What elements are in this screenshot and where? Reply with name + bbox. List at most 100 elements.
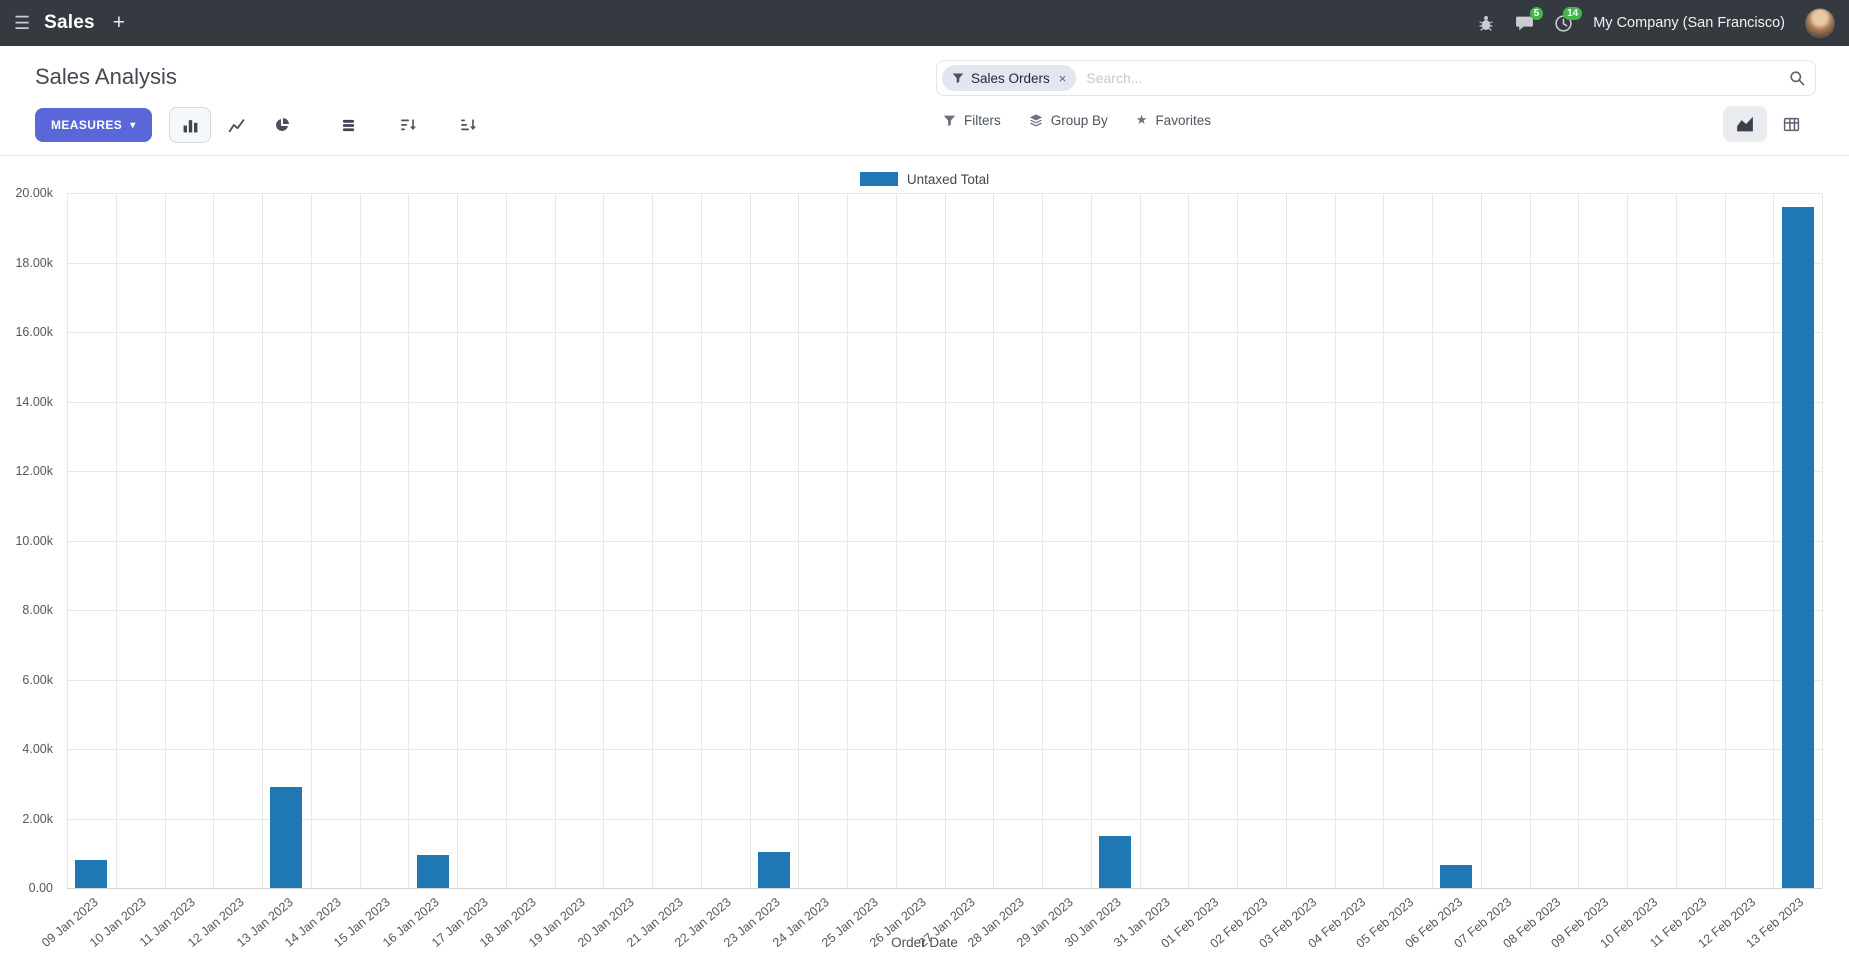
caret-down-icon: ▾ — [130, 119, 136, 131]
y-tick-label: 4.00k — [22, 742, 53, 756]
h-gridline — [67, 679, 1822, 681]
group-by-button[interactable]: Group By — [1029, 113, 1108, 128]
search-options: Filters Group By ★ Favorites — [943, 112, 1211, 128]
y-tick-label: 12.00k — [15, 464, 53, 478]
v-gridline — [1627, 194, 1628, 889]
bar[interactable] — [416, 855, 449, 888]
v-gridline — [213, 194, 214, 889]
debug-bug-icon[interactable] — [1477, 14, 1495, 32]
filters-label: Filters — [964, 112, 1001, 128]
v-gridline — [1578, 194, 1579, 889]
v-gridline — [408, 194, 409, 889]
bar[interactable] — [75, 860, 108, 888]
pie-chart-button[interactable] — [261, 107, 303, 143]
v-gridline — [1530, 194, 1531, 889]
bar[interactable] — [757, 851, 790, 888]
filters-funnel-icon — [943, 115, 956, 126]
v-gridline — [1773, 194, 1774, 889]
messages-icon[interactable]: 5 — [1515, 6, 1544, 33]
v-gridline — [311, 194, 312, 889]
y-tick-label: 2.00k — [22, 811, 53, 826]
y-tick-label: 18.00k — [15, 255, 53, 270]
search-input[interactable] — [1086, 70, 1789, 86]
sort-descending-icon — [401, 119, 416, 131]
h-gridline — [67, 471, 1822, 472]
v-gridline — [1383, 194, 1384, 889]
sort-descending-button[interactable] — [387, 107, 429, 143]
bar[interactable] — [1440, 865, 1473, 888]
v-gridline — [457, 194, 458, 889]
sort-ascending-button[interactable] — [447, 107, 489, 143]
graph-view-button[interactable] — [1723, 106, 1767, 142]
control-panel: Sales Analysis Sales Orders × MEASURES ▾ — [0, 46, 1849, 156]
v-gridline — [1286, 194, 1287, 889]
view-switcher — [1723, 106, 1813, 142]
activities-badge: 14 — [1563, 6, 1583, 20]
search-facet[interactable]: Sales Orders × — [942, 65, 1077, 91]
measures-button[interactable]: MEASURES ▾ — [35, 108, 152, 142]
bar[interactable] — [1781, 206, 1814, 888]
avatar[interactable] — [1805, 8, 1835, 38]
h-gridline — [67, 332, 1822, 333]
search-icon[interactable] — [1789, 70, 1805, 86]
top-navbar: ☰ Sales + 5 14 My Company (San Francisco… — [0, 0, 1849, 46]
app-name[interactable]: Sales — [44, 12, 95, 33]
y-tick-label: 0.00 — [28, 881, 53, 895]
v-gridline — [67, 194, 68, 889]
filters-button[interactable]: Filters — [943, 113, 1001, 128]
v-gridline — [1335, 194, 1336, 889]
bar-chart-button[interactable] — [169, 107, 211, 143]
favorites-label: Favorites — [1155, 112, 1211, 128]
v-gridline — [1237, 194, 1238, 889]
y-tick-label: 10.00k — [15, 533, 53, 548]
x-axis-title: Order Date — [891, 935, 958, 950]
measures-label: MEASURES — [51, 118, 123, 132]
bar[interactable] — [1099, 835, 1132, 888]
area-chart-icon — [1737, 116, 1753, 132]
v-gridline — [1432, 194, 1433, 889]
plot-area — [67, 193, 1823, 889]
page-title: Sales Analysis — [35, 64, 177, 89]
group-by-label: Group By — [1050, 112, 1108, 128]
legend[interactable]: Untaxed Total — [0, 156, 1849, 190]
filter-funnel-icon — [952, 73, 964, 84]
v-gridline — [116, 194, 117, 889]
v-gridline — [993, 194, 994, 889]
company-switcher[interactable]: My Company (San Francisco) — [1593, 15, 1785, 31]
v-gridline — [1725, 194, 1726, 889]
v-gridline — [896, 194, 897, 889]
v-gridline — [506, 194, 507, 889]
favorites-button[interactable]: ★ Favorites — [1136, 112, 1211, 128]
line-chart-icon — [228, 118, 244, 132]
apps-menu-icon[interactable]: ☰ — [14, 12, 31, 33]
chart-type-toolbar — [169, 107, 489, 143]
h-gridline — [67, 888, 1822, 889]
activities-clock-icon[interactable]: 14 — [1554, 6, 1583, 33]
layers-icon — [1029, 114, 1042, 127]
plus-icon[interactable]: + — [112, 11, 126, 34]
bar-chart-icon — [183, 119, 197, 132]
v-gridline — [652, 194, 653, 889]
facet-remove-icon[interactable]: × — [1058, 70, 1067, 86]
v-gridline — [555, 194, 556, 889]
line-chart-button[interactable] — [215, 107, 257, 143]
stacked-icon — [342, 119, 354, 131]
v-gridline — [945, 194, 946, 889]
v-gridline — [1676, 194, 1677, 889]
legend-swatch — [859, 172, 898, 186]
h-gridline — [67, 262, 1822, 264]
pivot-view-button[interactable] — [1769, 106, 1813, 142]
h-gridline — [67, 818, 1822, 820]
y-tick-label: 16.00k — [15, 325, 53, 339]
v-gridline — [1140, 194, 1141, 889]
stacked-toggle-button[interactable] — [327, 107, 369, 143]
chart: Untaxed Total 0.00 2.00k 4.00k 6.00k 8.00k 10… — [0, 156, 1849, 958]
v-gridline — [1481, 194, 1482, 889]
y-axis-labels: 0.00 2.00k 4.00k 6.00k 8.00k 10.00k 12.00k 14.0… — [3, 186, 61, 895]
bar[interactable] — [270, 787, 303, 888]
y-tick-label: 20.00k — [15, 186, 53, 200]
v-gridline — [360, 194, 361, 889]
v-gridline — [847, 194, 848, 889]
v-gridline — [1822, 194, 1823, 889]
search-facet-label: Sales Orders — [971, 70, 1050, 86]
